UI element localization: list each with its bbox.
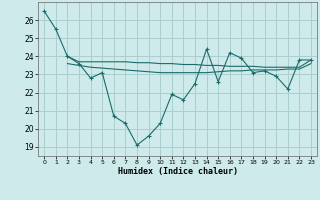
X-axis label: Humidex (Indice chaleur): Humidex (Indice chaleur) [118, 167, 238, 176]
